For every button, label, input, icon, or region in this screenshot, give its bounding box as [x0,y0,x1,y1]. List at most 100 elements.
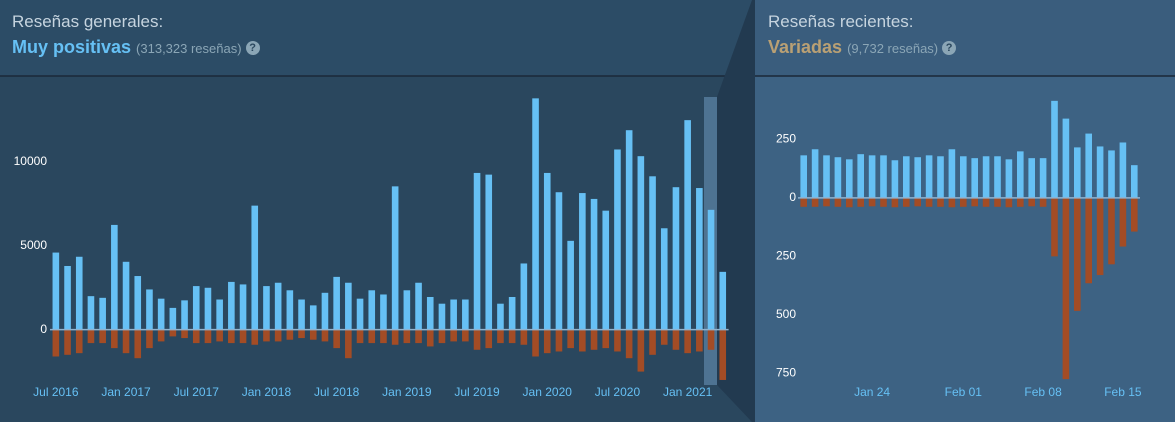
bar [508,329,516,344]
bar [298,299,305,330]
bar [532,329,539,357]
bar [823,155,830,198]
bar [602,210,610,330]
y-tick-label: 250 [776,132,796,146]
bar [333,329,340,349]
review-count: (9,732 reseñas) [847,41,939,56]
bar [614,149,621,330]
left-header-bg [0,0,752,76]
bar [914,157,921,198]
x-tick-label: Jan 2018 [242,385,292,399]
bar [994,156,1001,198]
bar [1096,197,1104,276]
bar [994,197,1001,207]
bar [1051,197,1058,257]
bar [614,329,621,352]
bar [1062,197,1070,380]
bar [590,329,598,350]
bar [800,197,807,207]
bar [625,130,633,330]
bar [333,276,340,330]
y-tick-label: 5000 [20,238,47,252]
bar [891,197,899,208]
x-tick-label: Feb 08 [1024,385,1062,399]
bar [960,156,967,198]
x-tick-label: Jul 2020 [595,385,641,399]
bar [204,287,212,330]
bar [1131,165,1138,198]
bar [719,271,727,330]
bar [356,329,364,344]
bar [1005,197,1013,208]
x-tick-label: Jan 2021 [663,385,713,399]
bar [1005,159,1013,198]
bar [380,329,387,344]
bar [857,154,864,198]
bar [64,265,71,330]
bar [925,197,933,207]
bar [286,329,294,340]
x-tick-label: Jul 2016 [33,385,79,399]
bar [914,197,921,207]
bar [1119,197,1127,247]
bar [192,329,200,344]
bar [111,224,118,330]
bar [960,197,967,207]
bar [251,329,259,345]
bar [823,197,830,207]
bar [391,186,399,330]
bar [134,329,142,359]
zoom-connector [717,0,755,422]
bar [948,197,956,208]
bar [485,329,493,349]
bar [228,329,235,344]
bar [1131,197,1138,232]
bar [64,329,71,355]
bar [1074,197,1081,311]
x-tick-label: Jan 2020 [523,385,573,399]
bar [925,155,933,198]
help-icon[interactable]: ? [942,41,957,55]
bar [982,156,990,198]
y-tick-label: 10000 [14,154,48,168]
bar [672,329,680,350]
x-tick-label: Jul 2019 [454,385,500,399]
bar [707,209,715,330]
help-icon[interactable]: ? [245,41,260,55]
bar [309,329,317,340]
bar [846,159,853,198]
bar [251,205,259,330]
bar [868,155,876,198]
bar [719,329,727,380]
bar [971,158,978,198]
bar [497,329,504,344]
x-tick-label: Jan 2017 [101,385,151,399]
bar [403,329,411,344]
bar [204,329,212,344]
bar [403,290,411,330]
bar [146,289,153,330]
bar [192,286,200,330]
bar [75,329,83,354]
bar [1051,100,1058,198]
bar [637,156,645,330]
bar [880,155,887,198]
y-tick-label: 0 [789,190,796,204]
bar [1085,197,1092,284]
x-tick-label: Jul 2018 [314,385,360,399]
bar [274,329,282,342]
rating: Muy positivas [12,37,132,57]
bar [426,296,434,330]
bar [1074,147,1081,198]
bar [625,329,633,359]
bar [532,98,539,330]
bar [415,282,422,330]
bar [239,284,247,330]
bar [485,174,493,330]
bar [298,329,305,339]
bar [263,329,270,342]
bar [216,299,223,330]
bar [590,198,598,330]
bar [684,329,691,354]
